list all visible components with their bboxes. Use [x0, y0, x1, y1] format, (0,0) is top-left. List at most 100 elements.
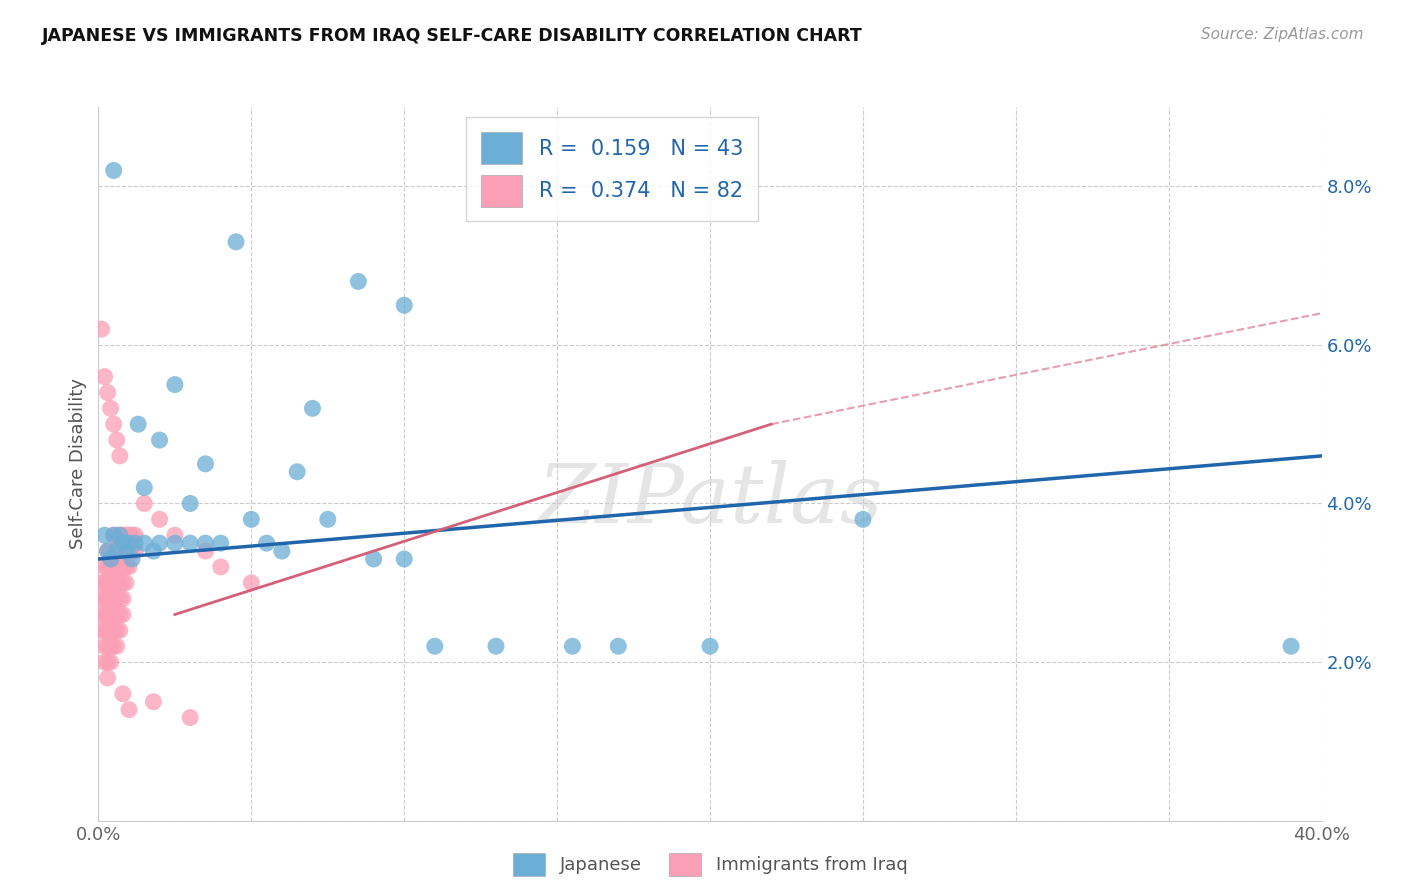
Point: [100, 607, 122, 622]
Point: [121, 544, 143, 558]
Text: JAPANESE VS IMMIGRANTS FROM IRAQ SELF-CARE DISABILITY CORRELATION CHART: JAPANESE VS IMMIGRANTS FROM IRAQ SELF-CA…: [42, 27, 863, 45]
Point: [316, 512, 339, 526]
Point: [105, 560, 128, 574]
Point: [100, 591, 122, 606]
Point: [115, 544, 138, 558]
Point: [108, 575, 131, 590]
Point: [100, 639, 122, 653]
Point: [699, 639, 721, 653]
Point: [105, 544, 128, 558]
Point: [103, 575, 125, 590]
Point: [108, 560, 131, 574]
Point: [108, 591, 131, 606]
Point: [111, 544, 134, 558]
Legend: R =  0.159   N = 43, R =  0.374   N = 82: R = 0.159 N = 43, R = 0.374 N = 82: [467, 118, 758, 221]
Point: [93, 655, 115, 669]
Point: [149, 536, 172, 550]
Point: [256, 536, 278, 550]
Point: [149, 433, 172, 447]
Point: [111, 528, 134, 542]
Point: [240, 512, 263, 526]
Point: [118, 536, 141, 550]
Point: [103, 624, 125, 638]
Point: [134, 536, 156, 550]
Point: [93, 369, 115, 384]
Point: [90, 575, 112, 590]
Point: [90, 607, 112, 622]
Point: [561, 639, 583, 653]
Point: [111, 575, 134, 590]
Point: [194, 536, 217, 550]
Point: [270, 544, 292, 558]
Point: [179, 536, 201, 550]
Point: [105, 544, 128, 558]
Point: [105, 639, 128, 653]
Point: [142, 695, 165, 709]
Point: [93, 607, 115, 622]
Point: [124, 528, 146, 542]
Point: [392, 552, 416, 566]
Point: [105, 433, 128, 447]
Point: [90, 624, 112, 638]
Point: [103, 544, 125, 558]
Point: [97, 671, 120, 685]
Point: [105, 591, 128, 606]
Point: [124, 536, 146, 550]
Point: [103, 528, 125, 542]
Point: [93, 560, 115, 574]
Point: [163, 536, 186, 550]
Point: [134, 496, 156, 510]
Point: [115, 560, 138, 574]
Point: [347, 275, 370, 289]
Point: [1279, 639, 1302, 653]
Text: ZIPatlas: ZIPatlas: [537, 459, 883, 540]
Point: [97, 591, 120, 606]
Point: [194, 544, 217, 558]
Point: [108, 528, 131, 542]
Point: [118, 560, 141, 574]
Point: [103, 591, 125, 606]
Point: [105, 624, 128, 638]
Point: [97, 575, 120, 590]
Point: [97, 639, 120, 653]
Point: [285, 465, 308, 479]
Point: [103, 560, 125, 574]
Point: [852, 512, 875, 526]
Point: [111, 591, 134, 606]
Point: [108, 449, 131, 463]
Point: [90, 591, 112, 606]
Point: [93, 575, 115, 590]
Point: [134, 481, 156, 495]
Point: [100, 655, 122, 669]
Y-axis label: Self-Care Disability: Self-Care Disability: [69, 378, 87, 549]
Point: [103, 607, 125, 622]
Point: [97, 655, 120, 669]
Point: [115, 544, 138, 558]
Point: [90, 322, 112, 336]
Point: [105, 528, 128, 542]
Point: [100, 552, 122, 566]
Point: [111, 560, 134, 574]
Point: [97, 544, 120, 558]
Point: [179, 496, 201, 510]
Point: [363, 552, 385, 566]
Point: [100, 544, 122, 558]
Point: [93, 591, 115, 606]
Point: [93, 639, 115, 653]
Point: [97, 560, 120, 574]
Point: [240, 575, 263, 590]
Point: [118, 528, 141, 542]
Point: [105, 607, 128, 622]
Point: [93, 624, 115, 638]
Point: [121, 552, 143, 566]
Point: [142, 544, 165, 558]
Point: [97, 607, 120, 622]
Point: [111, 607, 134, 622]
Point: [108, 544, 131, 558]
Point: [127, 417, 149, 432]
Point: [124, 544, 146, 558]
Point: [105, 575, 128, 590]
Point: [93, 528, 115, 542]
Point: [100, 575, 122, 590]
Point: [485, 639, 508, 653]
